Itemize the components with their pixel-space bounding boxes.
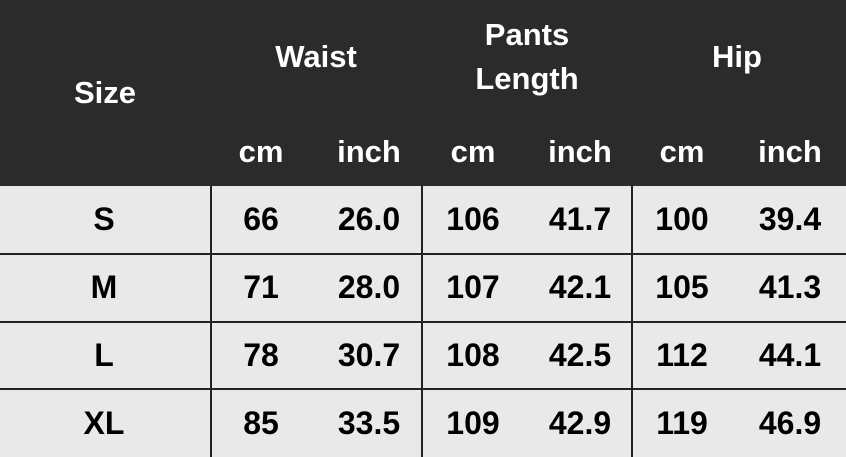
group-header: Pants Length xyxy=(475,17,579,96)
unit-header: cm xyxy=(238,134,284,169)
unit-header: inch xyxy=(758,134,822,169)
measurement: 46.9 xyxy=(758,404,822,441)
row-divider xyxy=(0,388,846,391)
measurement: 41.7 xyxy=(548,201,612,238)
group-header: Waist xyxy=(275,39,357,74)
measurement: 119 xyxy=(656,404,708,441)
measurement: 42.5 xyxy=(548,336,612,373)
measurement: 33.5 xyxy=(337,404,401,441)
measurement: 42.1 xyxy=(548,269,612,306)
measurement: 41.3 xyxy=(758,269,822,306)
size-label: S xyxy=(93,201,115,238)
row-divider xyxy=(0,252,846,255)
column-divider xyxy=(631,186,633,457)
measurement: 112 xyxy=(656,336,708,373)
column-divider xyxy=(210,186,212,457)
group-header: Hip xyxy=(712,39,762,74)
measurement: 30.7 xyxy=(337,336,401,373)
measurement: 44.1 xyxy=(758,336,822,373)
size-label: XL xyxy=(83,404,125,441)
measurement: 106 xyxy=(446,201,500,238)
measurement: 100 xyxy=(655,201,709,238)
measurement: 108 xyxy=(446,336,500,373)
measurement: 107 xyxy=(446,269,500,306)
unit-header: cm xyxy=(659,134,705,169)
unit-header: inch xyxy=(337,134,401,169)
measurement: 78 xyxy=(243,336,279,373)
unit-header: cm xyxy=(450,134,496,169)
size-label: L xyxy=(94,336,114,373)
measurement: 28.0 xyxy=(337,269,401,306)
measurement: 39.4 xyxy=(758,201,822,238)
measurement: 71 xyxy=(243,269,279,306)
size-label: M xyxy=(90,269,118,306)
measurement: 42.9 xyxy=(548,404,612,441)
measurement: 109 xyxy=(446,404,500,441)
measurement: 85 xyxy=(243,404,279,441)
unit-header: inch xyxy=(548,134,612,169)
header-background xyxy=(0,0,846,186)
size-header: Size xyxy=(73,75,137,110)
measurement: 105 xyxy=(655,269,709,306)
column-divider xyxy=(421,186,423,457)
row-divider xyxy=(0,320,846,323)
measurement: 66 xyxy=(243,201,279,238)
measurement: 26.0 xyxy=(337,201,401,238)
